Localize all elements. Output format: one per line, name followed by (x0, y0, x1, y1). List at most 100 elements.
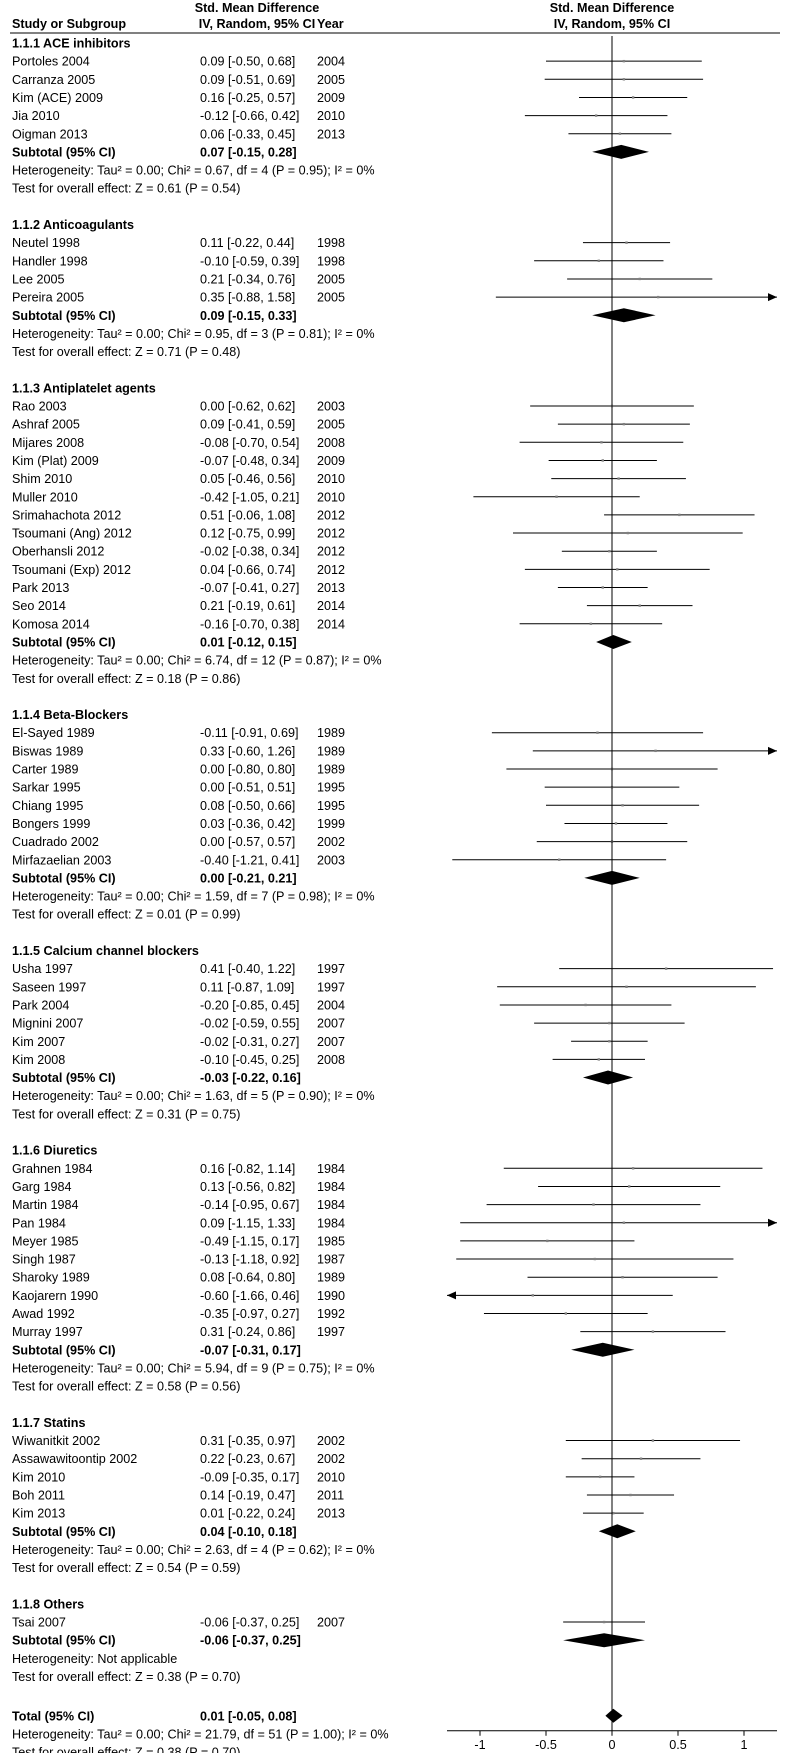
study-name: El-Sayed 1989 (12, 726, 95, 740)
study-name: Grahnen 1984 (12, 1162, 93, 1176)
study-ci-text: 0.09 [-0.51, 0.69] (200, 73, 295, 87)
study-name: Handler 1998 (12, 254, 88, 268)
study-ci-text: -0.11 [-0.91, 0.69] (200, 726, 298, 740)
study-ci-text: -0.02 [-0.59, 0.55] (200, 1017, 299, 1031)
heterogeneity-text: Heterogeneity: Not applicable (12, 1652, 177, 1666)
subtotal-ci-text: 0.04 [-0.10, 0.18] (200, 1525, 297, 1539)
study-year: 2003 (317, 400, 345, 414)
study-name: Oigman 2013 (12, 127, 88, 141)
study-ci-text: 0.00 [-0.51, 0.51] (200, 781, 295, 795)
study-point (622, 59, 626, 63)
study-name: Awad 1992 (12, 1307, 75, 1321)
study-point (622, 78, 626, 81)
subtotal-label: Subtotal (95% CI) (12, 1343, 116, 1357)
study-name: Sharoky 1989 (12, 1271, 90, 1285)
study-name: Kaojarern 1990 (12, 1289, 98, 1303)
study-point (654, 749, 657, 753)
study-year: 2004 (317, 55, 345, 69)
study-point (584, 1003, 587, 1007)
study-ci-text: 0.11 [-0.87, 1.09] (200, 980, 294, 994)
study-year: 2002 (317, 1452, 345, 1466)
subtotal-label: Subtotal (95% CI) (12, 1071, 116, 1085)
study-ci-text: 0.21 [-0.19, 0.61] (200, 599, 295, 613)
overall-effect-text: Test for overall effect: Z = 0.18 (P = 0… (12, 672, 240, 686)
study-name: Boh 2011 (12, 1489, 65, 1503)
subtotal-ci-text: -0.07 [-0.31, 0.17] (200, 1343, 301, 1357)
study-name: Carter 1989 (12, 763, 79, 777)
subtotal-label: Subtotal (95% CI) (12, 1525, 116, 1539)
subtotal-label: Subtotal (95% CI) (12, 309, 116, 323)
ci-arrow-right (768, 1218, 777, 1227)
subgroup-heading: 1.1.4 Beta-Blockers (12, 708, 128, 722)
study-year: 2012 (317, 527, 345, 541)
study-ci-text: 0.35 [-0.88, 1.58] (200, 291, 295, 305)
study-name: Carranza 2005 (12, 73, 95, 87)
study-year: 2002 (317, 1434, 345, 1448)
study-year: 2010 (317, 109, 345, 123)
study-year: 1984 (317, 1216, 345, 1230)
study-point (625, 241, 628, 244)
subtotal-diamond (592, 308, 656, 323)
study-year: 2008 (317, 1053, 345, 1067)
heterogeneity-text: Heterogeneity: Tau² = 0.00; Chi² = 0.67,… (12, 164, 375, 178)
subtotal-diamond (598, 1524, 636, 1539)
study-name: Kim 2013 (12, 1507, 65, 1521)
subgroup-heading: 1.1.1 ACE inhibitors (12, 37, 131, 51)
subtotal-ci-text: 0.01 [-0.12, 0.15] (200, 635, 297, 649)
study-year: 2013 (317, 1507, 345, 1521)
study-point (608, 1021, 611, 1025)
study-ci-text: 0.16 [-0.82, 1.14] (200, 1162, 295, 1176)
study-name: Chiang 1995 (12, 799, 83, 813)
subtotal-diamond (582, 1070, 634, 1085)
study-name: Sarkar 1995 (12, 781, 81, 795)
study-ci-text: 0.09 [-0.50, 0.68] (200, 55, 295, 69)
study-name: Singh 1987 (12, 1253, 76, 1267)
study-point (593, 1257, 597, 1261)
subgroup-heading: 1.1.8 Others (12, 1597, 84, 1611)
overall-effect-text: Test for overall effect: Z = 0.61 (P = 0… (12, 182, 240, 196)
study-ci-text: 0.06 [-0.33, 0.45] (200, 127, 295, 141)
study-year: 1997 (317, 1325, 345, 1339)
heterogeneity-text: Heterogeneity: Tau² = 0.00; Chi² = 0.95,… (12, 327, 375, 341)
study-year: 1984 (317, 1162, 345, 1176)
study-year: 2014 (317, 599, 345, 613)
total-ci-text: 0.01 [-0.05, 0.08] (200, 1709, 297, 1723)
study-year: 2003 (317, 853, 345, 867)
study-ci-text: -0.12 [-0.66, 0.42] (200, 109, 299, 123)
study-year: 2011 (317, 1489, 344, 1503)
ci-arrow-right (768, 746, 777, 755)
study-ci-text: 0.41 [-0.40, 1.22] (200, 962, 295, 976)
study-point (596, 731, 599, 734)
subgroup-heading: 1.1.5 Calcium channel blockers (12, 944, 199, 958)
study-year: 1989 (317, 1271, 345, 1285)
study-point (546, 1239, 549, 1243)
subtotal-ci-text: 0.09 [-0.15, 0.33] (200, 309, 297, 323)
study-ci-text: -0.09 [-0.35, 0.17] (200, 1470, 299, 1484)
header-smd-label: Std. Mean Difference (195, 1, 320, 15)
study-year: 1998 (317, 254, 345, 268)
study-name: Mijares 2008 (12, 436, 84, 450)
study-year: 2007 (317, 1035, 345, 1049)
study-name: Neutel 1998 (12, 236, 80, 250)
study-name: Komosa 2014 (12, 617, 90, 631)
study-year: 1987 (317, 1253, 345, 1267)
study-point (600, 441, 603, 444)
study-point (621, 804, 624, 807)
study-name: Kim 2007 (12, 1035, 65, 1049)
study-name: Tsoumani (Ang) 2012 (12, 527, 132, 541)
study-name: Park 2004 (12, 998, 69, 1012)
study-year: 1985 (317, 1234, 345, 1248)
subtotal-diamond (571, 1342, 635, 1357)
x-tick-label: 1 (740, 1738, 747, 1752)
study-name: Bongers 1999 (12, 817, 90, 831)
study-point (625, 985, 628, 988)
study-point (597, 1058, 600, 1061)
study-ci-text: -0.07 [-0.41, 0.27] (200, 581, 299, 595)
subtotal-label: Subtotal (95% CI) (12, 871, 116, 885)
study-ci-text: 0.00 [-0.57, 0.57] (200, 835, 295, 849)
study-point (601, 459, 604, 462)
study-name: Kim 2008 (12, 1053, 65, 1067)
study-year: 2004 (317, 998, 345, 1012)
x-tick-label: -1 (474, 1738, 485, 1752)
